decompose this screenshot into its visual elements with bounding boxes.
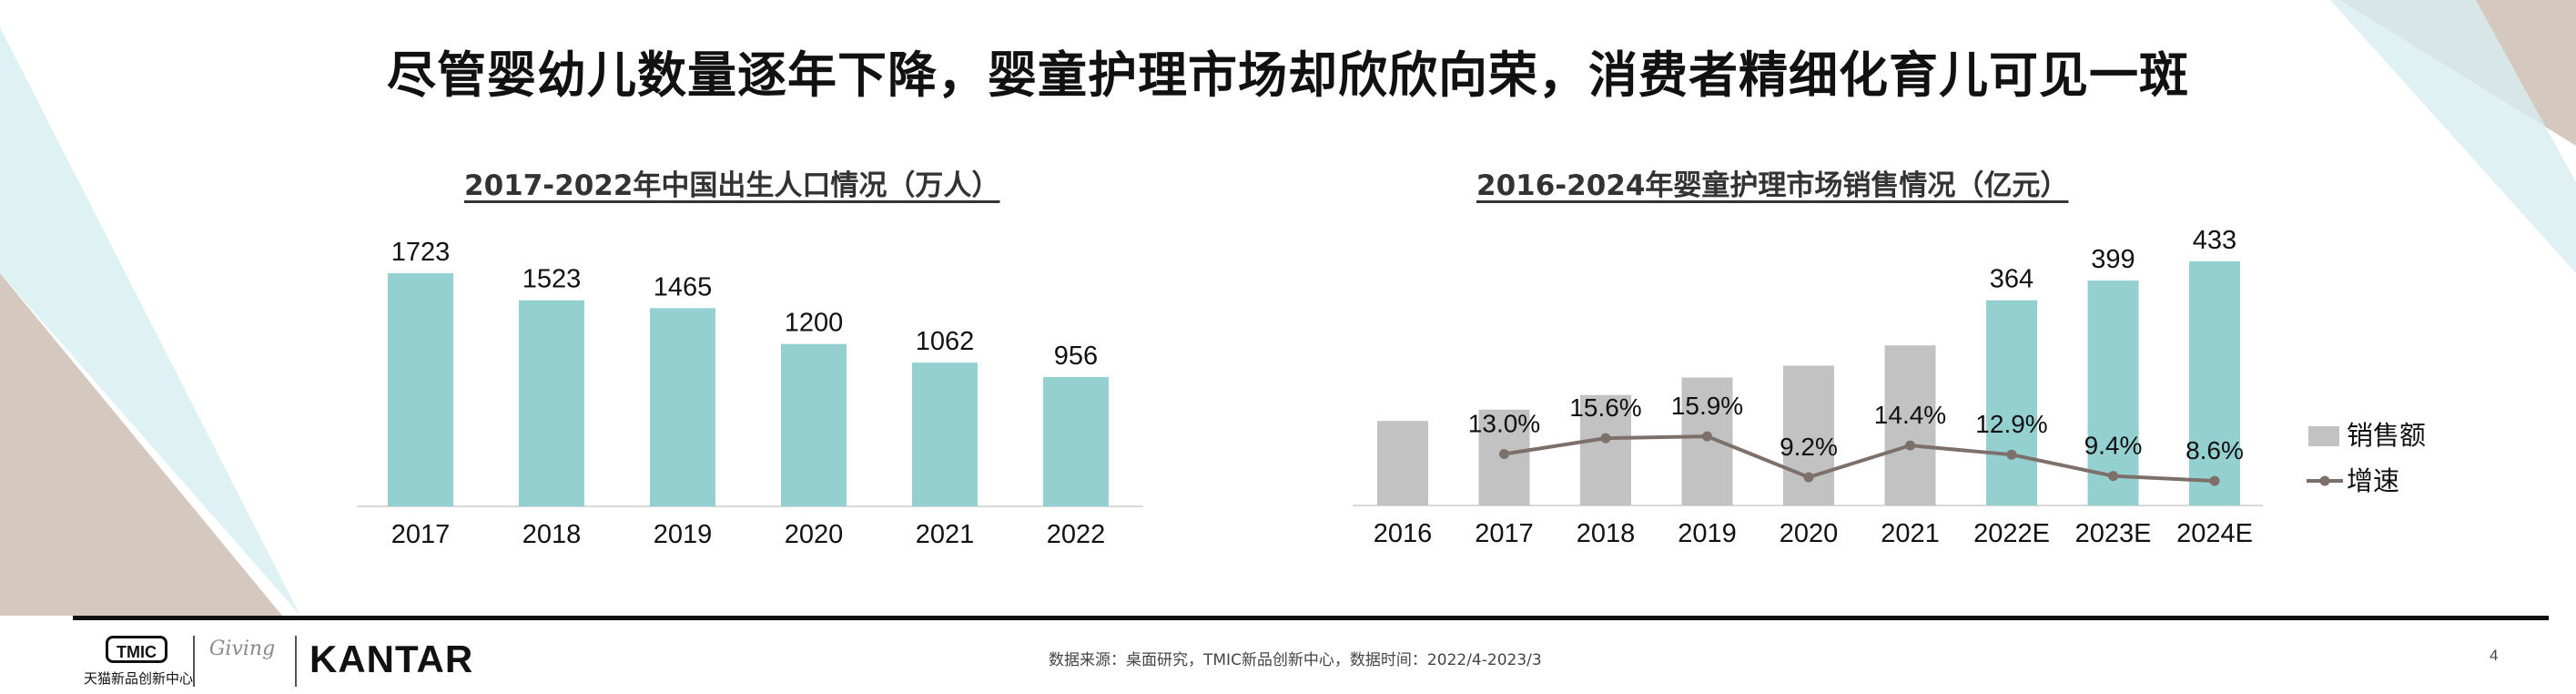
data-label: 1200 [785, 309, 844, 338]
bar-sales-2023E [2087, 281, 2139, 505]
x-tick-label: 2019 [654, 520, 713, 549]
x-tick-label: 2017 [1475, 519, 1534, 548]
bar-sales-2016 [1377, 421, 1428, 505]
brown-left-shape [0, 273, 282, 616]
bar-birth-2021 [912, 362, 978, 506]
growth-line [1504, 434, 2216, 483]
bar-birth-2017 [388, 273, 453, 506]
charts-canvas: 1723 2017 1523 2018 1465 2019 1200 2020 1062 2021… [357, 226, 2426, 549]
tmic-logo: TMIC 天猫新品创新中心 [84, 636, 229, 687]
x-tick-label: 2018 [1577, 519, 1636, 548]
bar-sales-2018 [1580, 394, 1631, 505]
teal-right-shape [2330, 0, 2576, 273]
x-tick-label: 2020 [785, 520, 844, 549]
growth-point [2108, 471, 2118, 482]
x-tick-label: 2024E [2176, 519, 2253, 548]
x-tick-label: 2020 [1780, 519, 1839, 548]
x-tick-label: 2021 [1881, 519, 1940, 548]
growth-point [1600, 433, 1611, 444]
bar-birth-2019 [650, 308, 715, 506]
bar-sales-2022E [1986, 300, 2037, 505]
footer-divider [73, 616, 2549, 620]
legend-marker-growth [2319, 475, 2330, 486]
data-label: 956 [1054, 342, 1098, 371]
birth-chart-title: 2017-2022年中国出生人口情况（万人） [464, 169, 1000, 202]
bar-birth-2022 [1043, 376, 1109, 506]
x-tick-label: 2023E [2075, 519, 2152, 548]
market-chart-title: 2016-2024年婴童护理市场销售情况（亿元） [1476, 169, 2069, 202]
x-tick-label: 2022E [1973, 519, 2050, 548]
growth-label: 13.0% [1468, 410, 1540, 438]
data-label: 1062 [916, 327, 975, 356]
x-tick-label: 2017 [391, 520, 451, 549]
tmic-logo-mark: TMIC [106, 636, 167, 663]
legend-swatch-sales [2308, 426, 2339, 446]
growth-point [1702, 431, 1712, 442]
data-label: 1523 [522, 265, 582, 294]
bar-birth-2020 [781, 343, 847, 506]
data-label: 1465 [654, 272, 713, 301]
growth-point [2209, 475, 2220, 486]
growth-label: 9.4% [2084, 432, 2143, 460]
growth-label: 9.2% [1780, 433, 1838, 461]
x-tick-label: 2021 [916, 520, 975, 549]
giving-logo: Giving [208, 638, 276, 660]
kantar-logo: KANTAR [309, 638, 474, 680]
growth-label: 15.6% [1569, 393, 1641, 422]
growth-point [1803, 472, 1814, 483]
bar-birth-2018 [519, 300, 584, 506]
growth-point [1499, 449, 1509, 460]
legend-label-sales: 销售额 [2347, 420, 2426, 451]
x-tick-label: 2019 [1678, 519, 1737, 548]
data-label: 364 [1990, 265, 2033, 294]
data-label: 399 [2091, 245, 2135, 274]
logo-separator [193, 636, 195, 687]
bar-sales-2024E [2189, 261, 2240, 505]
x-tick-label: 2016 [1374, 519, 1433, 548]
growth-label: 15.9% [1671, 392, 1743, 420]
bar-sales-2021 [1884, 345, 1936, 505]
tmic-logo-text: 天猫新品创新中心 [84, 670, 194, 687]
page-number: 4 [2490, 647, 2499, 664]
data-label: 1723 [391, 238, 451, 267]
growth-label: 8.6% [2186, 436, 2244, 464]
data-label: 433 [2193, 226, 2236, 255]
logo-separator [295, 636, 297, 687]
teal-left-shape [0, 27, 300, 616]
page-title: 尽管婴幼儿数量逐年下降，婴童护理市场却欣欣向荣，消费者精细化育儿可见一斑 [387, 46, 2189, 104]
growth-point [2006, 449, 2017, 460]
source-note: 数据来源：桌面研究，TMIC新品创新中心，数据时间：2022/4-2023/3 [1049, 651, 1542, 669]
growth-label: 14.4% [1874, 401, 1946, 429]
growth-label: 12.9% [1975, 410, 2047, 438]
growth-point [1905, 440, 1915, 451]
x-tick-label: 2018 [522, 520, 582, 549]
x-tick-label: 2022 [1047, 520, 1106, 549]
legend-label-growth: 增速 [2347, 465, 2399, 496]
